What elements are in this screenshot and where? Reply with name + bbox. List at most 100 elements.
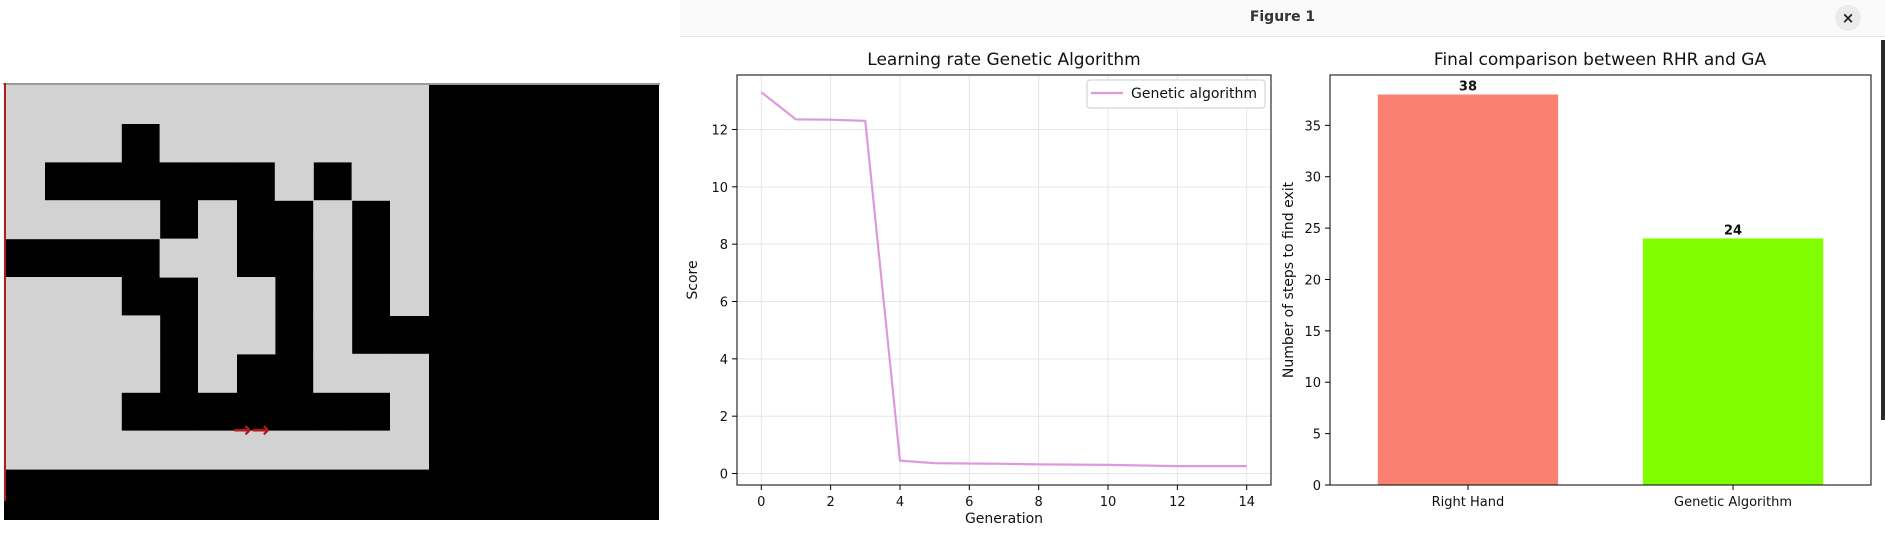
maze-path-cell	[313, 85, 352, 124]
maze-path-cell	[160, 239, 199, 278]
bar-value-label: 24	[1724, 223, 1742, 238]
line-chart: Learning rate Genetic Algorithm 0 2 4 6 8 10 1…	[685, 50, 1271, 527]
maze-view: →→	[0, 0, 665, 537]
maze-path-cell	[236, 315, 275, 354]
line-chart-grid	[737, 75, 1271, 485]
y-tick-label: 35	[1304, 119, 1321, 134]
maze-path-cell	[198, 354, 237, 393]
maze-path-cell	[198, 200, 237, 239]
y-tick-label: 30	[1304, 171, 1321, 186]
maze-left-marker	[4, 83, 6, 501]
maze-path-cell	[44, 277, 83, 316]
maze-path-cell	[198, 277, 237, 316]
agent-arrow-icons: →→	[233, 418, 270, 443]
maze-path-cell	[236, 85, 275, 124]
bar-genetic-algorithm	[1643, 238, 1823, 485]
maze-path-cell	[390, 277, 429, 316]
maze-path-cell	[83, 392, 122, 431]
maze-path-cell	[313, 277, 352, 316]
maze-path-cell	[275, 123, 314, 162]
maze-path-cell	[83, 200, 122, 239]
maze-path-cell	[390, 239, 429, 278]
maze-path-cell	[313, 123, 352, 162]
bar-chart-ylabel: Number of steps to find exit	[1281, 181, 1297, 378]
maze-path-cell	[6, 354, 45, 393]
x-tick-label: Genetic Algorithm	[1674, 495, 1792, 510]
maze-path-cell	[6, 162, 45, 201]
maze-path-cell	[352, 123, 391, 162]
bar-chart: Final comparison between RHR and GA 0510…	[1281, 50, 1871, 510]
maze-path-cell	[83, 123, 122, 162]
maze-path-cell	[121, 315, 160, 354]
y-tick-label: 12	[711, 123, 728, 138]
maze-path-cell	[6, 277, 45, 316]
maze-path-cell	[83, 85, 122, 124]
maze-path-cell	[198, 239, 237, 278]
maze-path-cell	[313, 315, 352, 354]
maze-path-cell	[6, 431, 45, 470]
x-tick-label: 2	[826, 495, 834, 510]
maze-path-cell	[390, 392, 429, 431]
maze-path-cell	[390, 354, 429, 393]
y-tick-label: 0	[1313, 479, 1321, 494]
maze-path-cell	[44, 315, 83, 354]
maze-path-cell	[121, 431, 160, 470]
line-chart-frame	[737, 75, 1271, 485]
line-chart-title: Learning rate Genetic Algorithm	[867, 50, 1140, 70]
line-chart-xlabel: Generation	[965, 511, 1043, 527]
maze-path-cell	[121, 200, 160, 239]
x-tick-label: 6	[965, 495, 973, 510]
line-chart-legend: Genetic algorithm	[1087, 80, 1265, 108]
bar-right-hand	[1378, 95, 1558, 486]
maze-path-cell	[198, 315, 237, 354]
legend-label: Genetic algorithm	[1131, 86, 1257, 102]
maze-path-cell	[313, 354, 352, 393]
y-tick-label: 0	[720, 468, 728, 483]
y-tick-label: 10	[711, 181, 728, 196]
maze-path-cell	[390, 162, 429, 201]
maze-path-cell	[275, 85, 314, 124]
maze-path-cell	[160, 431, 199, 470]
maze-path-cell	[83, 354, 122, 393]
maze-path-cell	[236, 277, 275, 316]
maze-path-cell	[390, 431, 429, 470]
maze-top-border	[3, 83, 660, 85]
maze-path-cell	[275, 431, 314, 470]
maze-path-cell	[198, 85, 237, 124]
maze-path-cell	[44, 431, 83, 470]
maze-path-cell	[121, 354, 160, 393]
y-tick-label: 25	[1304, 222, 1321, 237]
maze-path-cell	[44, 85, 83, 124]
maze-path-cell	[352, 85, 391, 124]
x-tick-label: 8	[1035, 495, 1043, 510]
maze-canvas: →→	[0, 0, 665, 537]
x-tick-label: 10	[1100, 495, 1117, 510]
maze-path-cell	[44, 200, 83, 239]
y-tick-label: 10	[1304, 376, 1321, 391]
maze-path-cell	[44, 123, 83, 162]
maze-path-cell	[44, 392, 83, 431]
y-tick-label: 20	[1304, 273, 1321, 288]
maze-path-cell	[83, 277, 122, 316]
maze-path-cell	[198, 123, 237, 162]
y-tick-label: 4	[720, 353, 728, 368]
maze-path-cell	[352, 354, 391, 393]
x-tick-label: 0	[757, 495, 765, 510]
maze-path-cell	[6, 200, 45, 239]
y-tick-label: 2	[720, 410, 728, 425]
maze-path-cell	[390, 85, 429, 124]
bar-value-label: 38	[1459, 80, 1477, 95]
maze-path-cell	[236, 123, 275, 162]
series-line-genetic-algorithm	[761, 92, 1246, 466]
maze-path-cell	[160, 85, 199, 124]
maze-path-cell	[160, 123, 199, 162]
maze-path-cell	[6, 85, 45, 124]
maze-path-cell	[44, 354, 83, 393]
y-tick-label: 15	[1304, 325, 1321, 340]
maze-path-cell	[352, 431, 391, 470]
